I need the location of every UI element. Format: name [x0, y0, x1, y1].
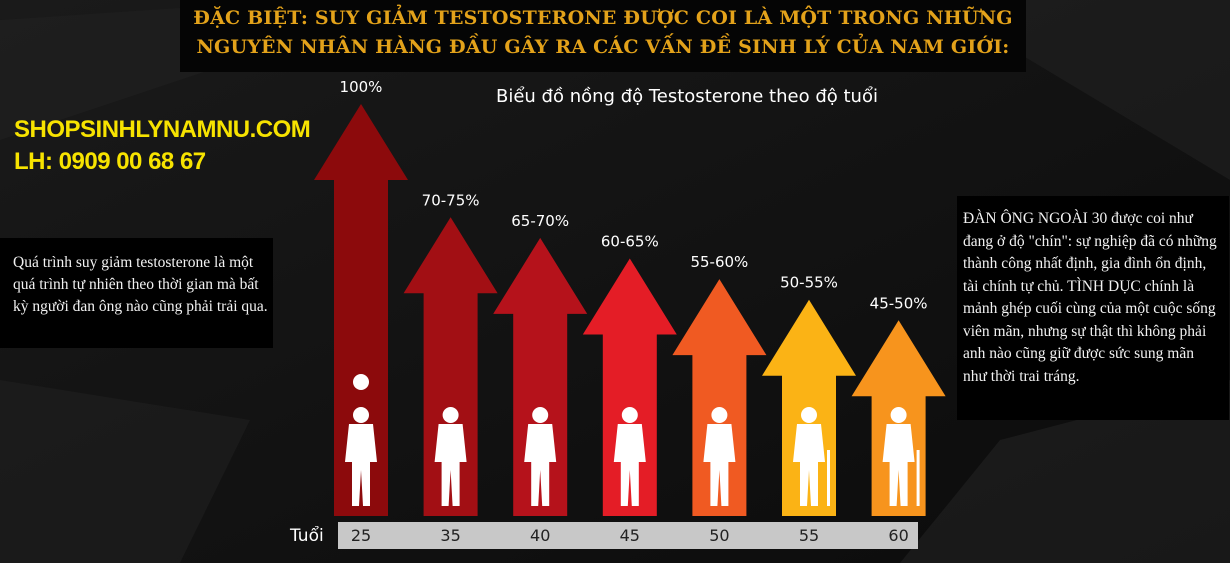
x-axis-band — [338, 522, 918, 549]
data-label-50: 55-60% — [690, 253, 748, 271]
brand-block: SHOPSINHLYNAMNU.COM LH: 0909 00 68 67 — [14, 114, 311, 178]
x-tick-label-45: 45 — [620, 526, 640, 545]
person-silhouette-icon — [345, 374, 377, 506]
bar-arrow-50 — [672, 279, 767, 516]
data-label-45: 60-65% — [601, 233, 659, 251]
x-tick-label-25: 25 — [351, 526, 371, 545]
x-tick-label-50: 50 — [709, 526, 729, 545]
person-silhouette-icon — [524, 407, 557, 506]
cane-icon — [827, 450, 830, 506]
person-silhouette-icon — [703, 407, 736, 506]
data-label-55: 50-55% — [780, 274, 838, 292]
brand-site: SHOPSINHLYNAMNU.COM — [14, 116, 311, 143]
bar-arrow-35 — [403, 217, 498, 517]
headline-banner: ĐẶC BIỆT: SUY GIẢM TESTOSTERONE ĐƯỢC COI… — [180, 0, 1026, 72]
brand-phone: LH: 0909 00 68 67 — [14, 148, 206, 175]
cane-icon — [916, 450, 920, 506]
data-label-40: 65-70% — [511, 212, 569, 230]
headline-line-2: NGUYÊN NHÂN HÀNG ĐẦU GÂY RA CÁC VẤN ĐỀ S… — [196, 36, 1010, 58]
data-label-25: 100% — [340, 78, 383, 96]
ball-icon — [353, 374, 369, 390]
headline-line-1: ĐẶC BIỆT: SUY GIẢM TESTOSTERONE ĐƯỢC COI… — [193, 7, 1013, 29]
note-right: ĐÀN ÔNG NGOÀI 30 được coi như đang ở độ … — [957, 196, 1229, 420]
data-label-60: 45-50% — [870, 294, 928, 312]
bar-arrow-40 — [493, 237, 588, 516]
x-tick-label-60: 60 — [888, 526, 908, 545]
x-tick-label-55: 55 — [799, 526, 819, 545]
person-silhouette-icon — [793, 407, 830, 506]
x-tick-label-35: 35 — [440, 526, 460, 545]
person-silhouette-icon — [882, 407, 920, 506]
x-tick-label-40: 40 — [530, 526, 550, 545]
person-silhouette-icon — [613, 407, 646, 506]
chart-title: Biểu đồ nồng độ Testosterone theo độ tuổ… — [496, 86, 878, 107]
x-axis-label: Tuổi — [289, 525, 324, 546]
bar-arrow-45 — [582, 258, 677, 516]
data-label-35: 70-75% — [422, 191, 480, 209]
note-left: Quá trình suy giảm testosterone là một q… — [0, 238, 273, 348]
bar-arrow-25 — [314, 104, 408, 516]
person-silhouette-icon — [434, 407, 467, 506]
